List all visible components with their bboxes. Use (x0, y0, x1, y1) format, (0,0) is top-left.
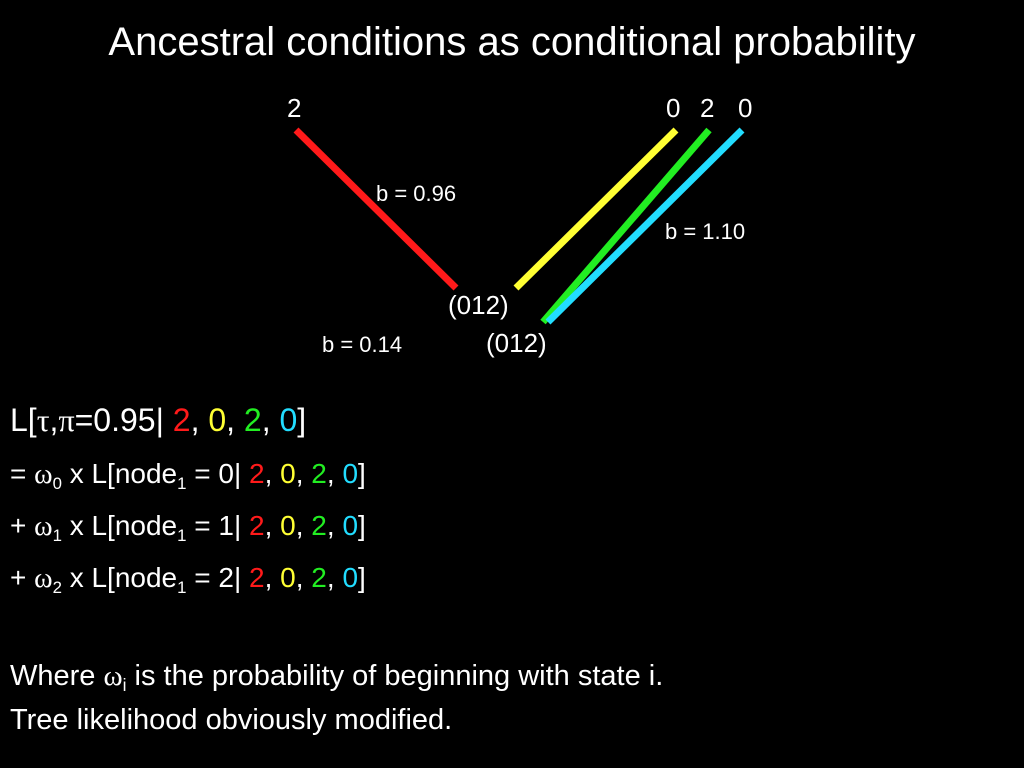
note-line-1: Where ωi is the probability of beginning… (10, 660, 663, 696)
branch-yellow (513, 127, 679, 291)
row-close: ] (358, 458, 366, 489)
state-cyan: 0 (342, 562, 359, 593)
node-subscript: 1 (177, 473, 187, 493)
sep: , (326, 562, 343, 593)
sep: , (326, 458, 343, 489)
node-label-upper: (012) (448, 290, 509, 320)
sep: , (326, 510, 343, 541)
formula-prefix: L[ (10, 402, 37, 438)
state-red: 2 (249, 458, 265, 489)
tip-label-4: 0 (738, 93, 753, 123)
state-yellow: 0 (280, 510, 296, 541)
formula-row-2: + ω2 x L[node1 = 2| 2, 0, 2, 0] (10, 562, 366, 598)
branch-length-bottom: b = 0.14 (322, 332, 403, 357)
note-where: Where (10, 660, 104, 692)
formula-close: ] (297, 402, 307, 438)
tau-symbol: τ (36, 402, 50, 438)
sep: , (190, 402, 209, 438)
omega-subscript: 1 (52, 525, 62, 545)
state-yellow: 0 (280, 562, 296, 593)
state-green: 2 (311, 562, 327, 593)
sep: , (261, 402, 280, 438)
state-red: 2 (249, 510, 265, 541)
state-yellow: 0 (208, 402, 227, 438)
omega-subscript: i (122, 675, 127, 696)
sep: , (264, 562, 281, 593)
omega-subscript: 0 (52, 473, 62, 493)
state-green: 2 (311, 458, 327, 489)
branch-cyan (545, 127, 745, 325)
likelihood-formula: L[τ,π=0.95| 2, 0, 2, 0] (10, 402, 306, 439)
formula-rest: =0.95| (74, 402, 164, 438)
state-green: 2 (243, 402, 262, 438)
tip-label-2: 0 (666, 93, 681, 123)
note-text: is the probability of beginning with sta… (126, 660, 664, 692)
node-label-lower: (012) (486, 328, 547, 358)
state-red: 2 (249, 562, 265, 593)
sep: , (264, 510, 281, 541)
branch-red (293, 127, 459, 291)
row-close: ] (358, 510, 366, 541)
row-close: ] (358, 562, 366, 593)
formula-comma: , (49, 402, 59, 438)
branch-length-upper-right: b = 1.10 (665, 219, 746, 244)
omega-symbol: ω (34, 511, 53, 542)
omega-symbol: ω (34, 563, 53, 594)
sep: , (295, 562, 312, 593)
tip-label-3: 2 (700, 93, 715, 123)
row-op: + (10, 510, 35, 541)
state-yellow: 0 (280, 458, 296, 489)
row-cond: = 2| (186, 562, 242, 593)
row-mid: x L[node (61, 458, 178, 489)
sep: , (295, 510, 312, 541)
node-subscript: 1 (177, 525, 187, 545)
state-red: 2 (172, 402, 191, 438)
formula-row-1: + ω1 x L[node1 = 1| 2, 0, 2, 0] (10, 510, 366, 546)
branch-green (540, 127, 712, 325)
omega-symbol: ω (103, 660, 123, 692)
state-cyan: 0 (342, 458, 359, 489)
formula-row-0: = ω0 x L[node1 = 0| 2, 0, 2, 0] (10, 458, 366, 494)
pi-symbol: π (58, 402, 75, 438)
row-cond: = 1| (186, 510, 242, 541)
sep: , (226, 402, 244, 438)
row-mid: x L[node (61, 510, 178, 541)
node-subscript: 1 (177, 577, 187, 597)
branch-length-upper-left: b = 0.96 (376, 181, 457, 206)
state-cyan: 0 (279, 402, 298, 438)
tip-label-1: 2 (287, 93, 302, 123)
state-green: 2 (311, 510, 327, 541)
row-mid: x L[node (61, 562, 178, 593)
row-cond: = 0| (186, 458, 242, 489)
row-op: = (10, 458, 35, 489)
note-line-2: Tree likelihood obviously modified. (10, 704, 453, 736)
sep: , (264, 458, 281, 489)
omega-subscript: 2 (52, 577, 62, 597)
omega-symbol: ω (34, 459, 53, 490)
slide-title: Ancestral conditions as conditional prob… (108, 20, 916, 64)
row-op: + (10, 562, 35, 593)
sep: , (295, 458, 312, 489)
state-cyan: 0 (342, 510, 359, 541)
